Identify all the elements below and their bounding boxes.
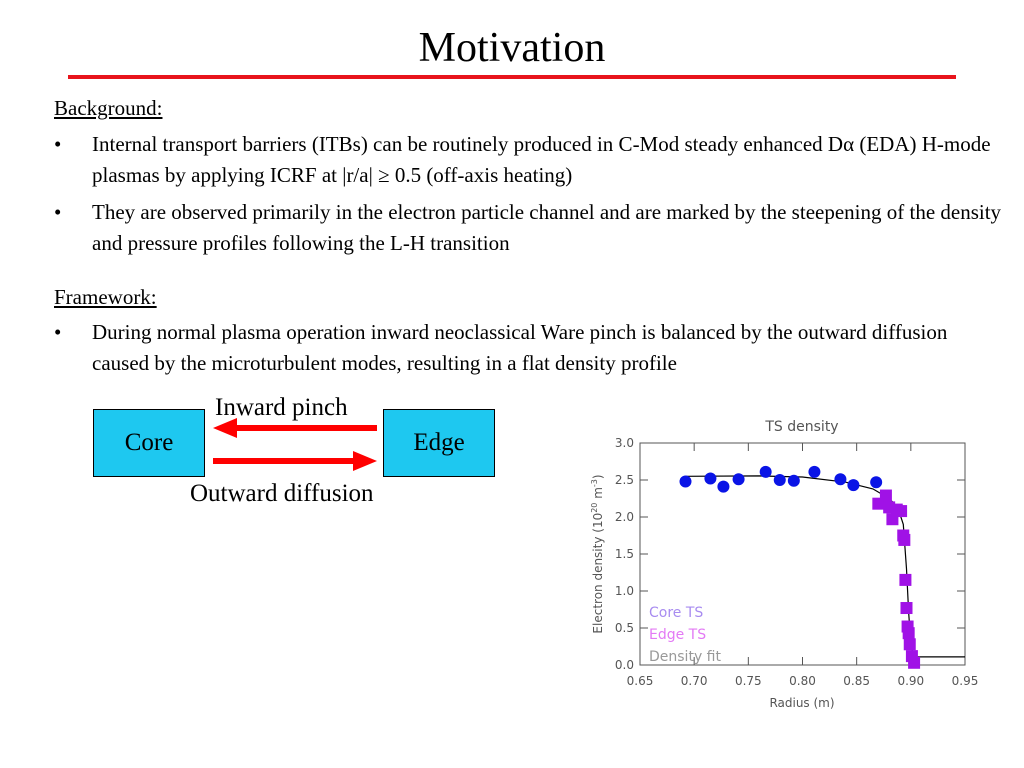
y-axis-label: Electron density (1020 m-3) bbox=[590, 474, 605, 633]
bullet-ware-pinch: • During normal plasma operation inward … bbox=[54, 317, 1004, 379]
core-ts-point bbox=[870, 476, 883, 489]
x-tick-label: 0.70 bbox=[681, 674, 708, 688]
inward-arrow-icon bbox=[213, 418, 377, 438]
chart-legend: Core TS Edge TS Density fit bbox=[649, 605, 721, 665]
core-ts-point bbox=[732, 473, 745, 486]
x-tick-label: 0.75 bbox=[735, 674, 762, 688]
bullet-text: During normal plasma operation inward ne… bbox=[92, 320, 948, 375]
y-label-part: Electron density (10 bbox=[591, 513, 605, 634]
density-fit-line bbox=[685, 475, 965, 658]
edge-ts-point bbox=[898, 533, 911, 546]
y-tick-label: 1.5 bbox=[615, 547, 634, 561]
core-ts-point bbox=[787, 474, 800, 487]
core-ts-point bbox=[808, 465, 821, 478]
bullet-text: They are observed primarily in the elect… bbox=[92, 200, 1002, 255]
core-ts-point bbox=[834, 473, 847, 486]
edge-ts-point bbox=[903, 638, 916, 651]
x-tick-label: 0.85 bbox=[843, 674, 870, 688]
y-label-unit: m bbox=[591, 487, 605, 503]
edge-ts-point bbox=[902, 627, 915, 640]
framework-heading: Framework: bbox=[54, 285, 157, 309]
y-tick-label: 3.0 bbox=[615, 436, 634, 450]
outward-arrow-icon bbox=[213, 451, 377, 471]
chart-title: TS density bbox=[764, 419, 838, 435]
bullet-text: Internal transport barriers (ITBs) can b… bbox=[92, 132, 991, 187]
y-tick-label: 1.0 bbox=[615, 584, 634, 598]
series-layer bbox=[679, 465, 965, 669]
y-label-unit-exponent: -3 bbox=[590, 479, 599, 487]
core-ts-point bbox=[717, 480, 730, 493]
core-ts-point bbox=[759, 465, 772, 478]
edge-box: Edge bbox=[383, 409, 495, 477]
x-tick-label: 0.80 bbox=[789, 674, 816, 688]
core-ts-point bbox=[704, 472, 717, 485]
y-tick-label: 0.5 bbox=[615, 621, 634, 635]
inward-pinch-label: Inward pinch bbox=[215, 394, 348, 421]
y-tick-label: 2.5 bbox=[615, 473, 634, 487]
slide-title: Motivation bbox=[418, 25, 606, 71]
y-label-close: ) bbox=[591, 474, 605, 479]
flux-arrows bbox=[213, 418, 377, 471]
core-ts-point bbox=[773, 474, 786, 486]
edge-ts-point bbox=[908, 656, 921, 669]
ts-density-chart: TS density 0.65 0.70 0.75 0.80 0.85 0.90 0.95 … bbox=[583, 412, 983, 718]
outward-diffusion-label: Outward diffusion bbox=[190, 480, 374, 507]
title-underline bbox=[68, 75, 956, 79]
edge-label: Edge bbox=[413, 429, 465, 456]
background-heading: Background: bbox=[54, 96, 163, 120]
x-tick-label: 0.65 bbox=[627, 674, 654, 688]
core-ts-point bbox=[679, 475, 692, 488]
y-label-exponent: 20 bbox=[590, 503, 599, 513]
x-tick-label: 0.90 bbox=[897, 674, 924, 688]
legend-density-fit: Density fit bbox=[649, 649, 721, 665]
y-tick-labels: 0.0 0.5 1.0 1.5 2.0 2.5 3.0 bbox=[615, 436, 634, 672]
bullet-itb-observation: • They are observed primarily in the ele… bbox=[54, 197, 1004, 259]
legend-edge-ts: Edge TS bbox=[649, 627, 706, 643]
core-ts-point bbox=[847, 479, 860, 492]
legend-core-ts: Core TS bbox=[649, 605, 703, 621]
bullet-itb-production: • Internal transport barriers (ITBs) can… bbox=[54, 129, 1004, 191]
axis-ticks bbox=[639, 442, 966, 666]
x-tick-labels: 0.65 0.70 0.75 0.80 0.85 0.90 0.95 bbox=[627, 674, 979, 688]
core-label: Core bbox=[124, 429, 174, 456]
x-tick-label: 0.95 bbox=[952, 674, 979, 688]
edge-ts-point bbox=[879, 489, 892, 502]
bullet-marker: • bbox=[54, 200, 62, 224]
y-tick-label: 2.0 bbox=[615, 510, 634, 524]
chart-svg: TS density 0.65 0.70 0.75 0.80 0.85 0.90 0.95 … bbox=[590, 419, 979, 710]
x-axis-label: Radius (m) bbox=[769, 696, 834, 710]
edge-ts-point bbox=[895, 505, 908, 518]
y-tick-label: 0.0 bbox=[615, 658, 634, 672]
edge-ts-point bbox=[899, 573, 912, 586]
bullet-marker: • bbox=[54, 132, 62, 156]
core-box: Core bbox=[93, 409, 205, 477]
edge-ts-point bbox=[900, 602, 913, 615]
bullet-marker: • bbox=[54, 320, 62, 344]
